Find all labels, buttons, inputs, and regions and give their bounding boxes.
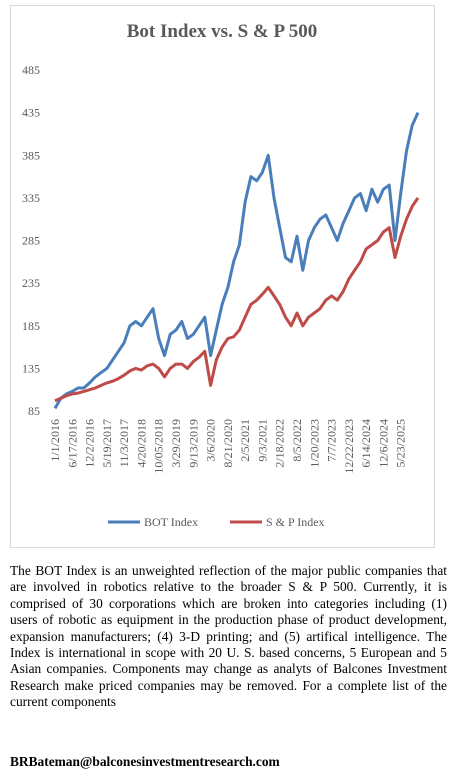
y-tick-label: 85 — [28, 404, 40, 418]
x-tick-label: 6/14/2024 — [359, 419, 373, 468]
x-tick-label: 9/3/2021 — [255, 419, 269, 462]
x-tick-label: 10/05/2018 — [152, 419, 166, 474]
x-tick-label: 11/3/2017 — [117, 419, 131, 467]
y-tick-label: 485 — [22, 63, 40, 77]
chart: Bot Index vs. S & P 500 85 135 185 235 285 33… — [10, 5, 435, 548]
x-tick-label: 2/18/2022 — [273, 419, 287, 468]
y-tick-label: 435 — [22, 106, 40, 120]
y-tick-label: 185 — [22, 319, 40, 333]
y-tick-label: 285 — [22, 234, 40, 248]
x-tick-label: 3/6/2020 — [204, 419, 218, 462]
x-tick-label: 9/13/2019 — [186, 419, 200, 468]
y-tick-label: 135 — [22, 361, 40, 375]
x-tick-label: 8/21/2020 — [221, 419, 235, 468]
series-line — [53, 111, 420, 410]
x-tick-label: 12/22/2023 — [342, 419, 356, 474]
legend-label: S & P Index — [266, 515, 325, 529]
y-tick-label: 335 — [22, 191, 40, 205]
x-tick-label: 1/20/2023 — [307, 419, 321, 468]
email: BRBateman@balconesinvestmentresearch.com — [10, 754, 280, 769]
y-tick-label: 235 — [22, 276, 40, 290]
x-tick-label: 5/19/2017 — [100, 419, 114, 468]
description: The BOT Index is an unweighted reflectio… — [10, 563, 447, 710]
legend-label: BOT Index — [144, 515, 198, 529]
chart-title: Bot Index vs. S & P 500 — [127, 21, 318, 42]
x-tick-label: 12/2/2016 — [83, 419, 97, 468]
x-tick-label: 5/23/2025 — [394, 419, 408, 468]
x-tick-label: 6/17/2016 — [65, 419, 79, 468]
x-tick-label: 2/5/2021 — [238, 419, 252, 462]
chart-border — [10, 5, 435, 548]
y-tick-label: 385 — [22, 148, 40, 162]
x-tick-label: 4/20/2018 — [134, 419, 148, 468]
series-line — [54, 197, 420, 403]
x-tick-label: 7/7/2023 — [325, 419, 339, 462]
x-tick-label: 12/6/2024 — [376, 419, 390, 468]
x-tick-label: 3/29/2019 — [169, 419, 183, 468]
x-tick-label: 1/1/2016 — [48, 419, 62, 462]
x-tick-label: 8/5/2022 — [290, 419, 304, 462]
